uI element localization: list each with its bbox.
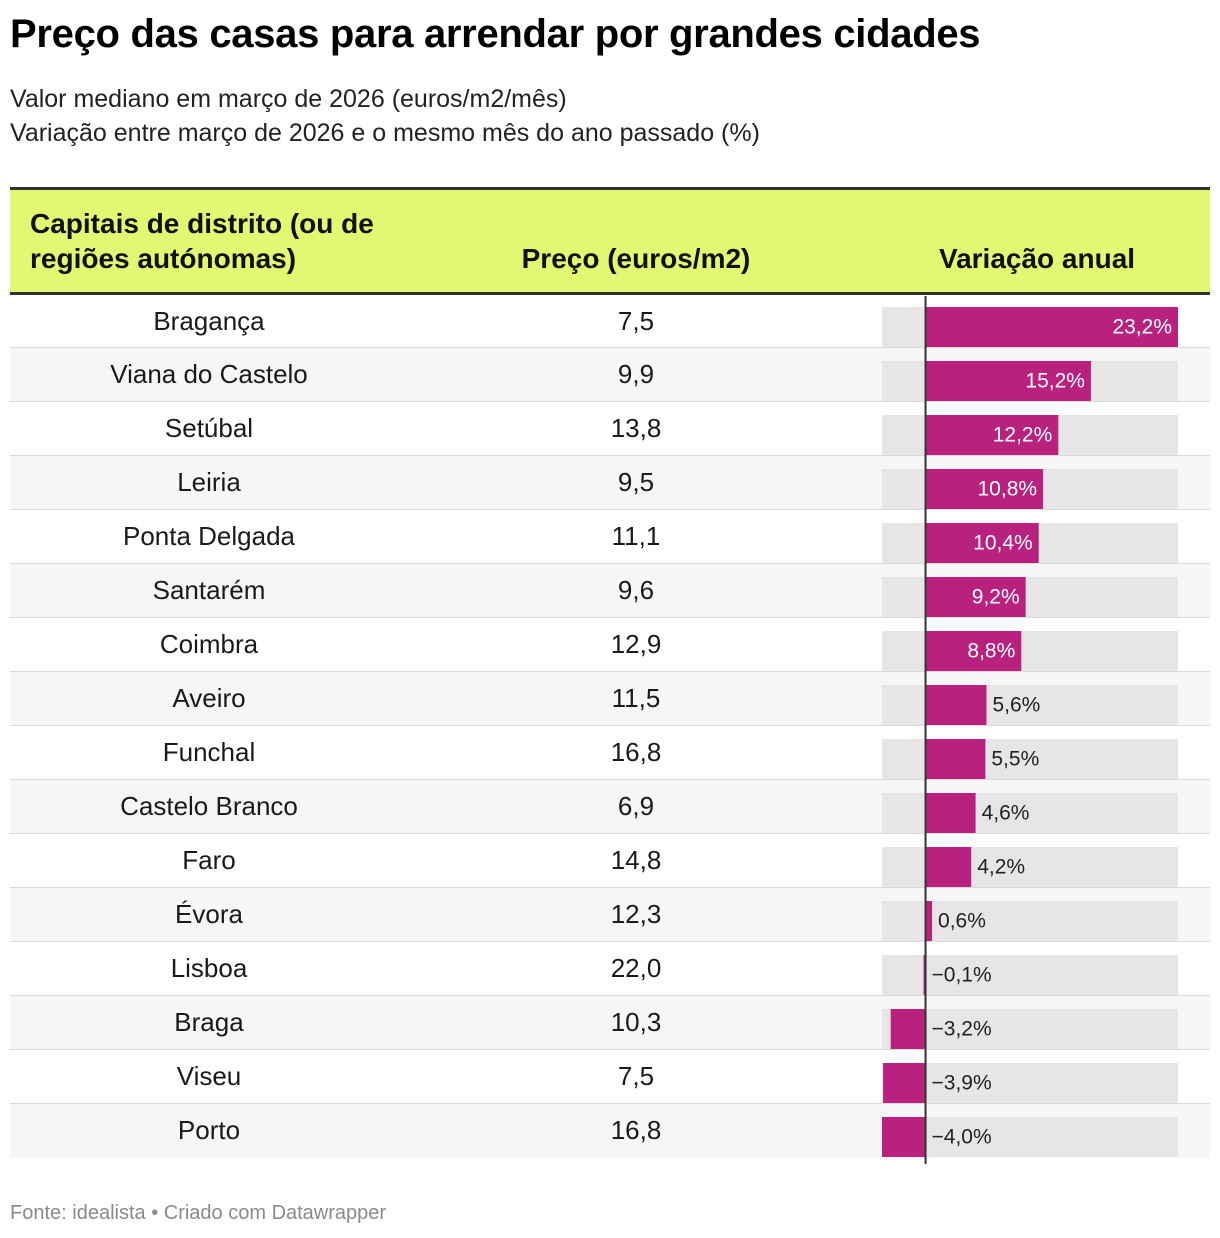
city-cell: Santarém [10,563,408,618]
price-cell: 9,5 [408,455,864,510]
table-row: Ponta Delgada 11,1 [10,509,1210,564]
variation-cell [864,725,1210,780]
variation-cell [864,455,1210,510]
city-cell: Bragança [10,293,408,348]
city-cell: Ponta Delgada [10,509,408,564]
variation-cell [864,887,1210,942]
city-cell: Setúbal [10,401,408,456]
price-cell: 12,3 [408,887,864,942]
subtitle-line-1: Valor mediano em março de 2026 (euros/m2… [10,85,567,113]
table-row: Setúbal 13,8 [10,401,1210,456]
city-cell: Castelo Branco [10,779,408,834]
variation-cell [864,617,1210,672]
price-cell: 9,9 [408,347,864,402]
price-cell: 11,1 [408,509,864,564]
city-cell: Coimbra [10,617,408,672]
variation-cell [864,671,1210,726]
price-cell: 12,9 [408,617,864,672]
table-row: Funchal 16,8 [10,725,1210,780]
variation-cell [864,779,1210,834]
table-row: Porto 16,8 [10,1103,1210,1158]
city-cell: Viseu [10,1049,408,1104]
city-cell: Faro [10,833,408,888]
subtitle-line-2: Variação entre março de 2026 e o mesmo m… [10,119,760,147]
column-header-price[interactable]: Preço (euros/m2) [408,187,864,295]
price-cell: 14,8 [408,833,864,888]
variation-cell [864,401,1210,456]
variation-cell [864,833,1210,888]
city-cell: Leiria [10,455,408,510]
column-header-variation[interactable]: Variação anual [864,187,1210,295]
city-cell: Lisboa [10,941,408,996]
table-row: Bragança 7,5 [10,293,1210,348]
chart-subtitle: Valor mediano em março de 2026 (euros/m2… [10,82,760,150]
variation-cell [864,995,1210,1050]
table-row: Viseu 7,5 [10,1049,1210,1104]
variation-cell [864,293,1210,348]
table-row: Lisboa 22,0 [10,941,1210,996]
table-row: Viana do Castelo 9,9 [10,347,1210,402]
table-row: Faro 14,8 [10,833,1210,888]
table-body: Bragança 7,5 Viana do Castelo 9,9 Setúbal 13,… [10,293,1210,1158]
city-cell: Braga [10,995,408,1050]
variation-cell [864,1104,1210,1158]
price-cell: 10,3 [408,995,864,1050]
table-row: Évora 12,3 [10,887,1210,942]
price-cell: 16,8 [610,1115,662,1146]
table-header-row: Capitais de distrito (ou de regiões autó… [10,187,1210,295]
variation-cell [864,1049,1210,1104]
source-footer: Fonte: idealista • Criado com Datawrappe… [10,1202,387,1224]
city-cell: Évora [10,887,408,942]
variation-cell [864,347,1210,402]
variation-cell [864,941,1210,996]
price-cell: 11,5 [408,671,864,726]
table-row: Aveiro 11,5 [10,671,1210,726]
variation-cell [864,509,1210,564]
table-row: Leiria 9,5 [10,455,1210,510]
chart-title: Preço das casas para arrendar por grande… [10,12,981,56]
price-cell: 9,6 [408,563,864,618]
price-cell: 16,8 [408,725,864,780]
column-header-city[interactable]: Capitais de distrito (ou de regiões autó… [10,187,408,295]
price-cell: 7,5 [408,1049,864,1104]
table-row: Castelo Branco 6,9 [10,779,1210,834]
data-table: Capitais de distrito (ou de regiões autó… [10,187,1210,1158]
price-cell: 7,5 [408,293,864,348]
city-cell: Porto [177,1115,241,1146]
city-cell: Aveiro [10,671,408,726]
table-row: Coimbra 12,9 [10,617,1210,672]
table-row: Braga 10,3 [10,995,1210,1050]
city-cell: Funchal [10,725,408,780]
city-cell: Viana do Castelo [10,347,408,402]
price-cell: 6,9 [408,779,864,834]
price-cell: 13,8 [408,401,864,456]
table-row: Santarém 9,6 [10,563,1210,618]
price-cell: 22,0 [408,941,864,996]
variation-cell [864,563,1210,618]
